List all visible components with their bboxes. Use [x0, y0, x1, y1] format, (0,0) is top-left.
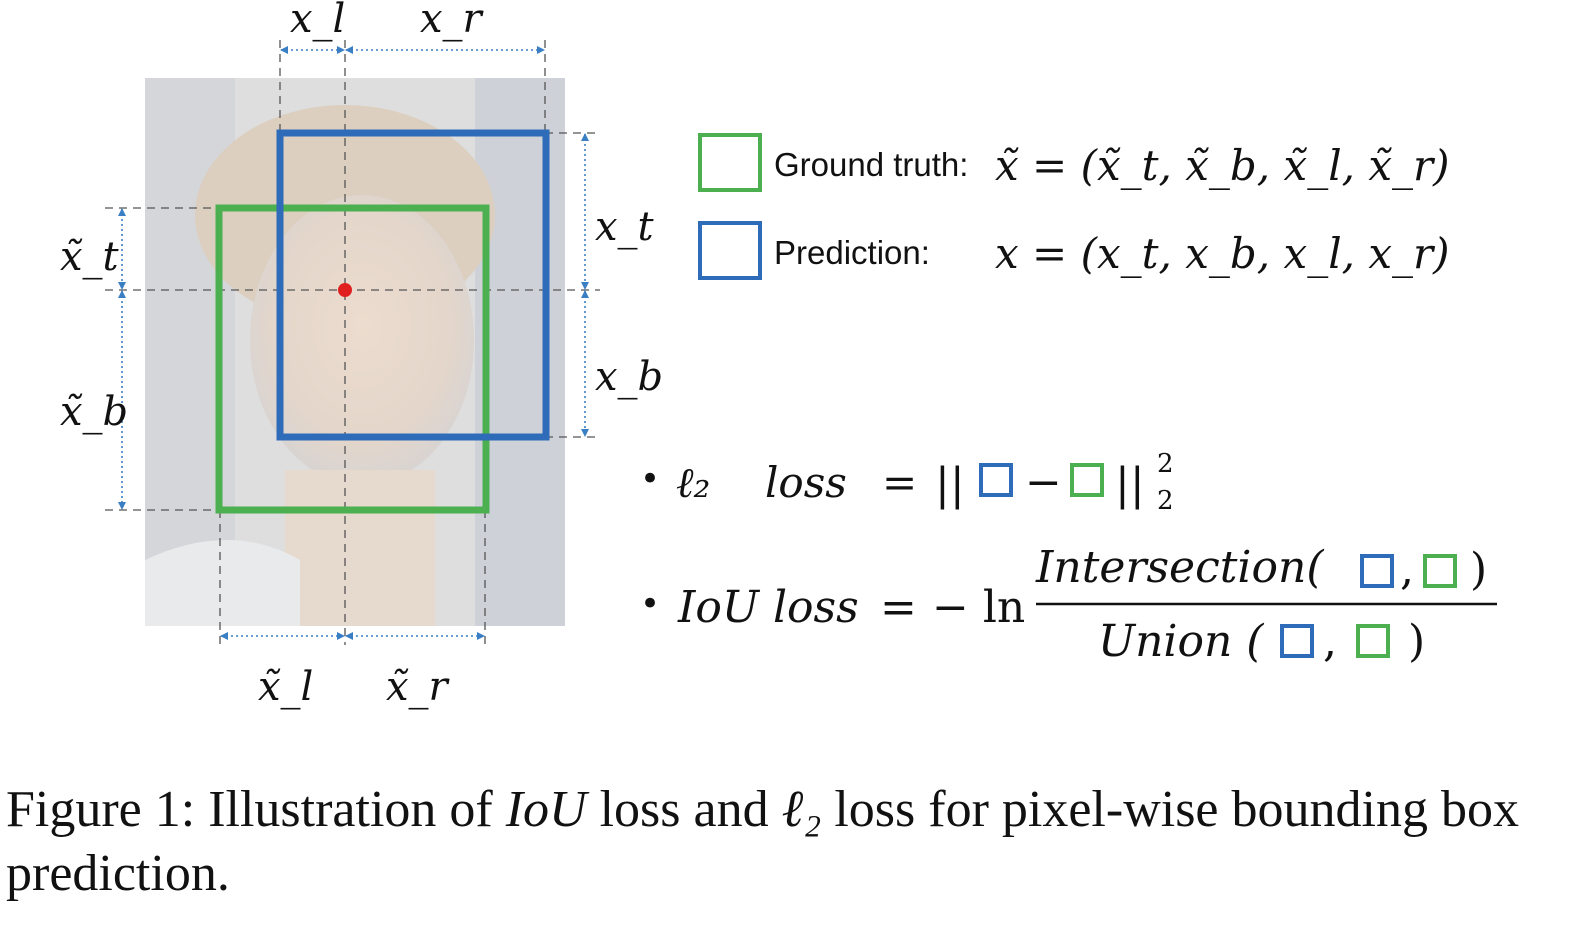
- bullet-l2: •: [640, 459, 660, 499]
- iou-num-close: ): [1470, 544, 1487, 595]
- iou-den-prediction-square: [1280, 624, 1314, 658]
- iou-num-comma: ,: [1400, 544, 1414, 595]
- guide-lines: [105, 40, 600, 645]
- iou-name: IoU loss: [677, 582, 859, 633]
- caption-iou: IoU: [505, 781, 587, 838]
- legend-ground-truth-formula: x̃ = (x̃_t, x̃_b, x̃_l, x̃_r): [995, 141, 1449, 190]
- iou-loss-formula: • IoU loss = − ln Intersection( , ) Unio…: [640, 542, 1497, 667]
- label-x-t: x_t: [595, 204, 655, 250]
- label-gt-x-l: x̃_l: [258, 664, 313, 710]
- label-gt-x-r: x̃_r: [386, 664, 451, 710]
- iou-num-ground-truth-square: [1423, 554, 1457, 588]
- l2-bars-open: ||: [935, 459, 965, 510]
- bullet-iou: •: [640, 584, 660, 624]
- ground-truth-box: [215, 204, 490, 514]
- label-gt-x-b: x̃_b: [60, 389, 128, 435]
- face-photo: [145, 78, 565, 626]
- legend-ground-truth-swatch: [698, 133, 762, 192]
- iou-den-ground-truth-square: [1356, 624, 1390, 658]
- iou-den-close: ): [1408, 616, 1425, 667]
- l2-prediction-square: [979, 463, 1013, 497]
- prediction-box: [276, 129, 550, 441]
- iou-denominator: Union (: [1098, 616, 1264, 667]
- legend-prediction-formula: x = (x_t, x_b, x_l, x_r): [995, 229, 1449, 278]
- l2-ground-truth-square: [1070, 463, 1104, 497]
- label-x-l: x_l: [290, 0, 345, 42]
- diagram-canvas: x_l x_r x_t x_b x̃_t x̃_b x̃_l x̃_r Grou…: [60, 0, 1497, 710]
- dimension-labels: x_l x_r x_t x_b x̃_t x̃_b x̃_l x̃_r: [60, 0, 663, 710]
- l2-word: loss: [765, 458, 847, 507]
- caption-suffix: loss for pixel-wise bounding box predict…: [6, 781, 1519, 902]
- iou-den-comma: ,: [1323, 616, 1337, 667]
- caption-prefix: Figure 1: Illustration of: [6, 781, 506, 838]
- iou-numerator: Intersection(: [1035, 542, 1324, 593]
- label-gt-x-t: x̃_t: [60, 234, 120, 280]
- label-x-r: x_r: [420, 0, 485, 42]
- dimension-arrows: [118, 46, 589, 640]
- l2-subscript: 2: [1157, 486, 1174, 516]
- iou-equals: =: [880, 582, 917, 633]
- l2-loss-formula: • ℓ₂ loss = || − || 2 2: [640, 449, 1174, 516]
- l2-name: ℓ₂: [676, 458, 710, 507]
- legend-prediction-swatch: [698, 221, 762, 280]
- label-x-b: x_b: [595, 354, 663, 400]
- l2-minus: −: [1025, 457, 1062, 508]
- legend-prediction-label: Prediction:: [774, 234, 930, 271]
- caption-l2: ℓ₂: [781, 781, 822, 838]
- legend: Ground truth: x̃ = (x̃_t, x̃_b, x̃_l, x̃…: [698, 133, 1449, 280]
- l2-equals: =: [882, 458, 917, 507]
- center-point: [338, 283, 352, 297]
- iou-neg-ln: − ln: [932, 582, 1025, 633]
- figure-caption: Figure 1: Illustration of IoU loss and ℓ…: [6, 778, 1576, 906]
- iou-num-prediction-square: [1360, 554, 1394, 588]
- caption-mid: loss and: [586, 781, 782, 838]
- l2-superscript: 2: [1157, 449, 1174, 479]
- legend-ground-truth-label: Ground truth:: [774, 146, 968, 183]
- l2-bars-close: ||: [1115, 459, 1145, 510]
